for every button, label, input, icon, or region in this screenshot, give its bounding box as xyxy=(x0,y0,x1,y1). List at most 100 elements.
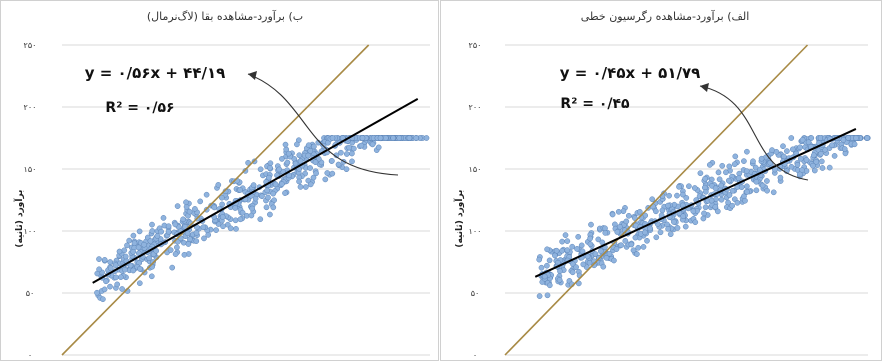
data-point xyxy=(203,191,210,198)
data-point xyxy=(831,153,838,159)
data-point xyxy=(653,234,660,241)
data-point xyxy=(642,229,648,236)
data-point xyxy=(136,280,143,287)
data-point xyxy=(618,242,624,249)
data-point xyxy=(810,162,816,169)
data-point xyxy=(797,155,804,162)
data-point xyxy=(305,142,312,149)
data-point xyxy=(544,262,550,269)
data-point xyxy=(335,161,342,168)
data-point xyxy=(107,283,113,290)
data-point xyxy=(819,165,826,171)
data-point xyxy=(729,187,736,194)
data-point xyxy=(777,174,784,181)
data-point xyxy=(149,228,156,234)
data-point xyxy=(167,247,174,253)
data-point xyxy=(121,247,128,254)
data-point xyxy=(149,221,155,228)
data-point xyxy=(219,201,225,208)
data-point xyxy=(113,274,119,281)
data-point xyxy=(183,199,189,206)
y-tick-label: ۲۰۰ xyxy=(469,103,482,112)
data-point xyxy=(796,171,803,178)
data-point xyxy=(184,230,191,237)
data-point xyxy=(257,166,264,173)
data-point xyxy=(119,286,125,292)
data-point xyxy=(307,165,313,171)
data-point xyxy=(569,269,576,276)
data-point xyxy=(712,185,719,192)
data-point xyxy=(702,175,708,182)
data-point xyxy=(744,148,750,155)
data-point xyxy=(307,148,314,154)
data-point xyxy=(160,215,167,221)
annotation-arrow xyxy=(699,85,809,181)
data-point xyxy=(180,216,186,223)
data-point xyxy=(375,144,382,151)
data-point xyxy=(665,226,671,232)
data-point xyxy=(600,263,607,270)
data-point xyxy=(653,208,659,215)
data-point xyxy=(192,206,198,212)
fit-line xyxy=(92,97,419,284)
y-tick-label: ۱۵۰ xyxy=(24,165,37,174)
data-point xyxy=(272,181,279,188)
data-point xyxy=(100,296,106,303)
data-point xyxy=(691,185,698,191)
data-point xyxy=(369,141,376,148)
data-point xyxy=(96,266,102,273)
data-point xyxy=(406,135,413,141)
data-point xyxy=(338,149,344,156)
data-point xyxy=(674,192,680,199)
data-point xyxy=(559,238,565,245)
data-point xyxy=(811,167,818,174)
panel-lognormal: ب) برآورد-مشاهده بقا (لاگ‌نرمال) ۰ ۵۰ ۱۰۰ ۱… xyxy=(0,0,439,361)
data-point xyxy=(780,143,786,150)
data-point xyxy=(738,184,745,191)
data-point xyxy=(276,166,283,173)
data-point xyxy=(726,163,733,170)
data-point xyxy=(635,244,642,251)
data-point xyxy=(620,208,627,215)
data-point xyxy=(237,187,243,193)
data-point xyxy=(130,232,137,239)
data-point xyxy=(623,218,630,225)
y-axis-label: برآورد (ثانیه) xyxy=(453,190,465,248)
data-point xyxy=(396,135,403,141)
data-point xyxy=(423,135,430,141)
data-point xyxy=(205,232,212,238)
data-point xyxy=(117,274,124,280)
data-point xyxy=(146,255,152,261)
data-point xyxy=(292,160,299,167)
data-point xyxy=(701,210,707,217)
data-point xyxy=(615,208,622,215)
data-point xyxy=(181,251,188,258)
data-point xyxy=(595,236,602,243)
data-point xyxy=(285,150,292,157)
data-point xyxy=(239,209,246,216)
data-point xyxy=(553,247,560,254)
panel-title: ب) برآورد-مشاهده بقا (لاگ‌نرمال) xyxy=(147,9,303,23)
data-point xyxy=(716,176,723,183)
data-point xyxy=(718,182,725,189)
data-point xyxy=(588,221,594,228)
data-point xyxy=(734,199,741,206)
data-point xyxy=(137,266,143,272)
data-point xyxy=(257,216,264,223)
data-point xyxy=(227,225,234,232)
data-point xyxy=(676,183,682,190)
data-point xyxy=(382,135,389,141)
data-point xyxy=(174,203,181,209)
data-point xyxy=(644,237,650,244)
annotation-arrow xyxy=(247,73,399,176)
data-point xyxy=(265,194,271,201)
data-point xyxy=(682,223,689,230)
data-point xyxy=(193,238,200,244)
data-point xyxy=(864,135,870,141)
data-point xyxy=(606,250,613,257)
data-point xyxy=(359,135,366,141)
data-point xyxy=(172,221,179,228)
data-point xyxy=(219,214,226,220)
data-point xyxy=(805,139,812,146)
